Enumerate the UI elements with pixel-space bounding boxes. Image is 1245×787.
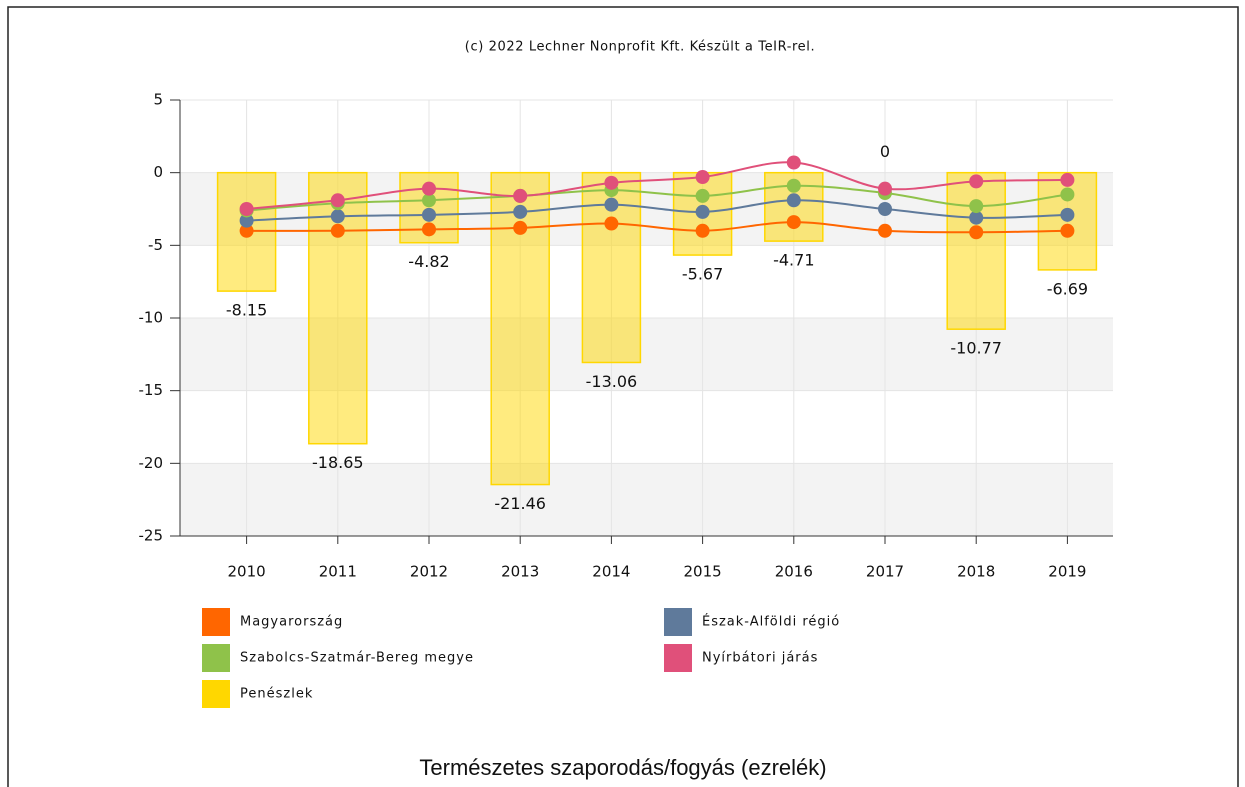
bar: [946, 171, 1006, 330]
x-tick-label: 2017: [866, 563, 904, 581]
point: [1060, 187, 1075, 202]
point: [604, 175, 619, 190]
data-label: -18.65: [312, 453, 364, 472]
point: [695, 188, 710, 203]
legend-swatch: [664, 608, 692, 636]
x-tick-label: 2013: [501, 563, 539, 581]
data-label: -6.69: [1047, 279, 1088, 298]
point: [239, 223, 254, 238]
data-label: -5.67: [682, 265, 723, 284]
point: [239, 213, 254, 228]
data-label: -21.46: [494, 494, 546, 513]
grid-band: [180, 463, 1113, 536]
legend-label: Magyarország: [240, 615, 343, 630]
point: [969, 199, 984, 214]
point: [513, 204, 528, 219]
x-tick-label: 2014: [592, 563, 630, 581]
y-tick-label: -5: [148, 236, 163, 254]
point: [786, 215, 801, 230]
point: [878, 202, 892, 216]
y-tick-label: -15: [139, 381, 164, 399]
point: [239, 202, 254, 216]
point: [1060, 223, 1075, 238]
point: [330, 209, 345, 224]
point: [786, 178, 801, 193]
point: [513, 220, 528, 235]
x-tick-label: 2019: [1048, 563, 1086, 581]
point: [878, 223, 892, 238]
chart-title: Természetes szaporodás/fogyás (ezrelék): [419, 755, 826, 780]
x-tick-label: 2011: [319, 563, 357, 581]
point: [422, 193, 436, 208]
x-tick-label: 2015: [684, 563, 722, 581]
point: [969, 225, 984, 240]
legend-label: Penészlek: [240, 687, 313, 702]
point: [1060, 172, 1075, 187]
point: [969, 174, 984, 189]
point: [330, 223, 345, 238]
legend-swatch: [202, 644, 230, 672]
point: [604, 216, 619, 231]
x-tick-label: 2010: [228, 563, 266, 581]
line: [246, 161, 1068, 210]
data-label: -10.77: [950, 339, 1002, 358]
point: [786, 155, 801, 170]
line: [246, 221, 1068, 234]
data-label: -8.15: [226, 301, 267, 320]
y-tick-label: 0: [153, 163, 163, 181]
legend-label: Nyírbátori járás: [702, 651, 818, 666]
data-label: -4.71: [773, 251, 814, 270]
point: [422, 181, 436, 196]
chart-subtitle: (c) 2022 Lechner Nonprofit Kft. Készült …: [465, 40, 815, 55]
bar: [490, 171, 550, 486]
point: [695, 204, 710, 219]
point: [1060, 207, 1075, 222]
y-tick-label: 5: [153, 91, 163, 109]
legend-label: Észak-Alföldi régió: [702, 614, 840, 630]
legend-swatch: [664, 644, 692, 672]
y-tick-label: -20: [139, 454, 164, 472]
point: [695, 223, 710, 238]
point: [604, 197, 619, 212]
frame: [7, 6, 1239, 787]
point: [330, 193, 345, 208]
x-tick-label: 2012: [410, 563, 448, 581]
x-tick-label: 2016: [775, 563, 813, 581]
y-tick-label: -10: [139, 309, 164, 327]
line: [246, 199, 1068, 222]
x-tick-label: 2018: [957, 563, 995, 581]
data-label: 0: [880, 142, 890, 161]
point: [878, 181, 892, 196]
point: [422, 222, 436, 237]
line: [246, 184, 1068, 212]
legend-label: Szabolcs-Szatmár-Bereg megye: [240, 651, 474, 666]
point: [513, 188, 528, 203]
point: [969, 210, 984, 225]
y-tick-label: -25: [139, 527, 164, 545]
data-label: -4.82: [408, 252, 449, 271]
data-label: -13.06: [586, 372, 638, 391]
point: [695, 170, 710, 185]
point: [786, 193, 801, 208]
legend-swatch: [202, 608, 230, 636]
point: [422, 207, 436, 222]
legend-swatch: [202, 680, 230, 708]
